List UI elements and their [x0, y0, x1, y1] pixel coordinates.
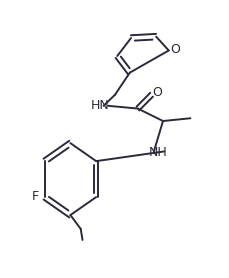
Text: HN: HN	[90, 99, 109, 112]
Text: NH: NH	[148, 145, 167, 158]
Text: O: O	[152, 86, 161, 99]
Text: O: O	[170, 43, 180, 56]
Text: F: F	[32, 190, 39, 203]
